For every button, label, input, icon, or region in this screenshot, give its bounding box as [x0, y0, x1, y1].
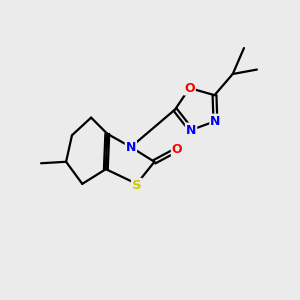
Text: N: N	[126, 141, 136, 154]
Text: O: O	[172, 142, 182, 156]
Text: N: N	[186, 124, 196, 136]
Text: O: O	[184, 82, 195, 94]
Text: N: N	[210, 115, 220, 128]
Text: S: S	[132, 179, 142, 192]
